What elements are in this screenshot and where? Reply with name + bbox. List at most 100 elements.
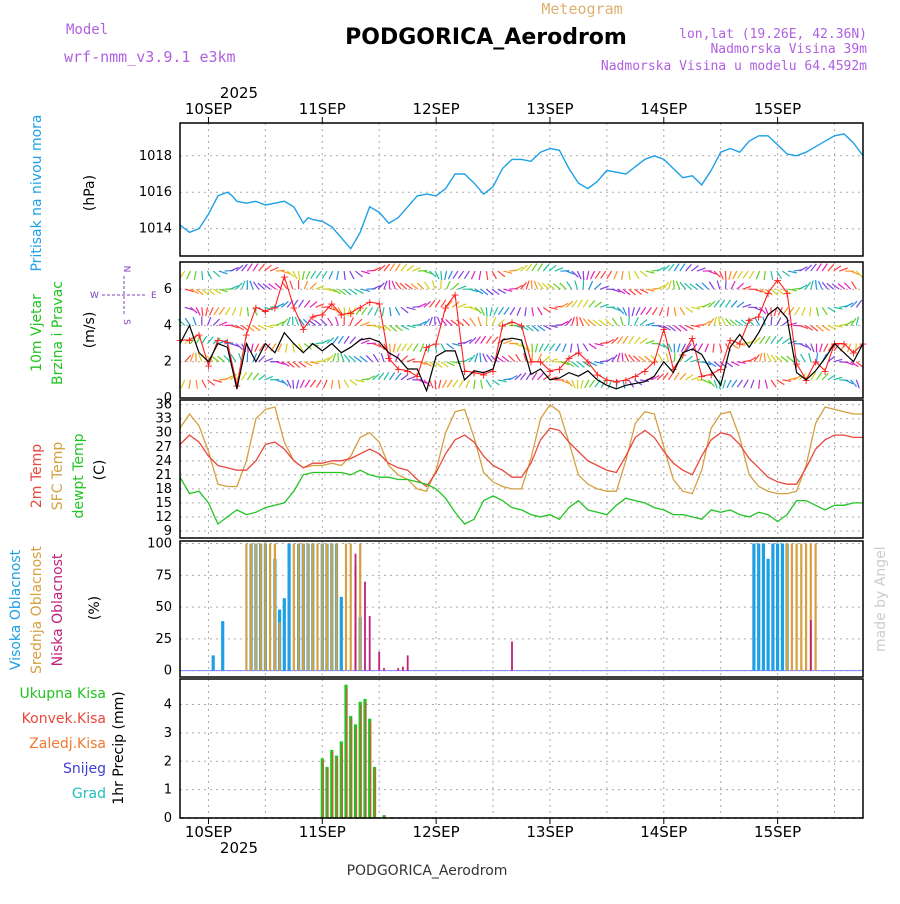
credit-label: made by Angel bbox=[873, 546, 889, 652]
clouds-ytick: 50 bbox=[155, 600, 172, 615]
date-tick-top: 11SEP bbox=[299, 100, 346, 118]
wind-gust-marker: + bbox=[612, 376, 621, 389]
cloud-high-bar bbox=[221, 621, 224, 671]
wind-gust-marker: + bbox=[564, 352, 573, 365]
precip-conv-bar bbox=[332, 752, 333, 818]
wind-gust-marker: + bbox=[517, 319, 526, 332]
precip-titles: Ukupna Kisa Konvek.Kisa Zaledj.Kisa Snij… bbox=[19, 686, 127, 805]
cloud-mid-bar bbox=[335, 544, 337, 671]
cloud-high-bar bbox=[781, 544, 784, 671]
wind-ylabel: (m/s) bbox=[82, 312, 98, 349]
temperature-ytick: 27 bbox=[155, 440, 172, 455]
cloud-mid-bar bbox=[245, 544, 247, 671]
wind-gust-marker: + bbox=[299, 323, 308, 336]
wind-title-1: 10m Vjetar bbox=[29, 294, 45, 372]
precip-conv-bar bbox=[346, 689, 347, 818]
temperature-ytick: 36 bbox=[155, 398, 172, 413]
wind-ytick: 2 bbox=[164, 355, 172, 370]
precip-conv-bar bbox=[323, 760, 324, 818]
pressure-titles: Pritisak na nivou mora (hPa) bbox=[29, 114, 98, 271]
wind-ytick: 4 bbox=[164, 318, 172, 333]
precip-conv-bar bbox=[360, 705, 361, 818]
cloud-high-bar bbox=[776, 544, 779, 671]
lonlat-label: lon,lat (19.26E, 42.36N) bbox=[679, 27, 867, 42]
cloud-high-bar bbox=[212, 655, 215, 670]
precip-conv-bar bbox=[370, 722, 371, 818]
date-tick-top: 13SEP bbox=[526, 100, 573, 118]
temp-titles: 2m Temp SFC Temp dewpt Temp (C) bbox=[29, 433, 108, 518]
wind-ytick: 6 bbox=[164, 282, 172, 297]
cloud-mid-bar bbox=[331, 544, 333, 671]
wind-gust-marker: + bbox=[356, 301, 365, 314]
compass-icon: W E N S bbox=[90, 266, 157, 326]
cloud-mid-bar bbox=[805, 544, 807, 671]
wind-gust-marker: + bbox=[792, 358, 801, 371]
model-altitude-label: Nadmorska Visina u modelu 64.4592m bbox=[601, 59, 867, 74]
wind-arrow bbox=[441, 271, 442, 280]
wind-gust-marker: + bbox=[498, 319, 507, 332]
cloud-mid-bar bbox=[279, 622, 281, 670]
cloud-mid-bar bbox=[269, 544, 271, 671]
temperature-ytick: 12 bbox=[155, 510, 172, 525]
wind-gust-marker: + bbox=[659, 323, 668, 336]
temperature-ytick: 33 bbox=[155, 412, 172, 427]
precip-title-hail: Grad bbox=[72, 786, 106, 802]
wind-gust-marker: + bbox=[194, 329, 203, 342]
cloud-mid-bar bbox=[786, 544, 788, 671]
wind-arrow bbox=[486, 307, 487, 316]
precip-title-conv: Konvek.Kisa bbox=[22, 711, 106, 727]
wind-arrow bbox=[293, 380, 294, 389]
wind-arrow bbox=[418, 271, 427, 272]
precip-title-snow: Snijeg bbox=[63, 761, 106, 777]
wind-arrow bbox=[435, 316, 436, 325]
cloud-mid-bar bbox=[791, 544, 793, 671]
pressure-ytick: 1016 bbox=[139, 185, 172, 200]
wind-gust-marker: + bbox=[375, 298, 384, 311]
pressure-ytick: 1018 bbox=[139, 149, 172, 164]
wind-gust-marker: + bbox=[346, 307, 355, 320]
precip-title-frozen: Zaledj.Kisa bbox=[29, 736, 106, 752]
wind-gust-marker: + bbox=[318, 309, 327, 322]
clouds-ytick: 0 bbox=[164, 664, 172, 679]
precip-conv-bar bbox=[337, 758, 338, 819]
wind-arrow bbox=[674, 353, 675, 362]
compass-west: W bbox=[90, 291, 99, 301]
pressure-ylabel: (hPa) bbox=[82, 175, 98, 211]
date-tick-bottom: 11SEP bbox=[299, 823, 346, 841]
altitude-label: Nadmorska Visina 39m bbox=[710, 42, 867, 57]
compass-north: N bbox=[121, 266, 131, 273]
wind-arrow bbox=[771, 317, 772, 326]
wind-gust-marker: + bbox=[726, 334, 735, 347]
cloud-low-bar bbox=[383, 668, 385, 671]
cloud-low-bar bbox=[397, 668, 399, 671]
cloud-ylabel: (%) bbox=[87, 596, 103, 620]
precip-ytick: 4 bbox=[164, 698, 172, 713]
wind-gust-marker: + bbox=[450, 289, 459, 302]
temp-title-sfc: SFC Temp bbox=[50, 442, 66, 511]
cloud-mid-bar bbox=[298, 544, 300, 671]
wind-gust-marker: + bbox=[820, 365, 829, 378]
wind-arrow bbox=[577, 316, 578, 325]
clouds-ytick: 75 bbox=[155, 568, 172, 583]
wind-gust-marker: + bbox=[422, 341, 431, 354]
wind-gust-marker: + bbox=[270, 301, 279, 314]
wind-arrow bbox=[673, 280, 674, 289]
cloud-mid-bar bbox=[316, 544, 318, 671]
clouds-background bbox=[180, 541, 863, 677]
cloud-mid-bar bbox=[293, 544, 295, 671]
precip-ytick: 3 bbox=[164, 726, 172, 741]
pressure-title: Pritisak na nivou mora bbox=[29, 114, 45, 271]
wind-gust-marker: + bbox=[536, 356, 545, 369]
temp-title-dew: dewpt Temp bbox=[71, 433, 87, 518]
wind-gust-marker: + bbox=[337, 309, 346, 322]
wind-gust-marker: + bbox=[441, 301, 450, 314]
cloud-mid-bar bbox=[321, 544, 323, 671]
cloud-mid-bar bbox=[264, 544, 266, 671]
wind-gust-marker: + bbox=[773, 274, 782, 287]
wind-gust-marker: + bbox=[403, 365, 412, 378]
temperature-ytick: 24 bbox=[155, 454, 172, 469]
wind-gust-marker: + bbox=[394, 363, 403, 376]
wind-gust-marker: + bbox=[232, 379, 241, 392]
temperature-ytick: 15 bbox=[155, 496, 172, 511]
